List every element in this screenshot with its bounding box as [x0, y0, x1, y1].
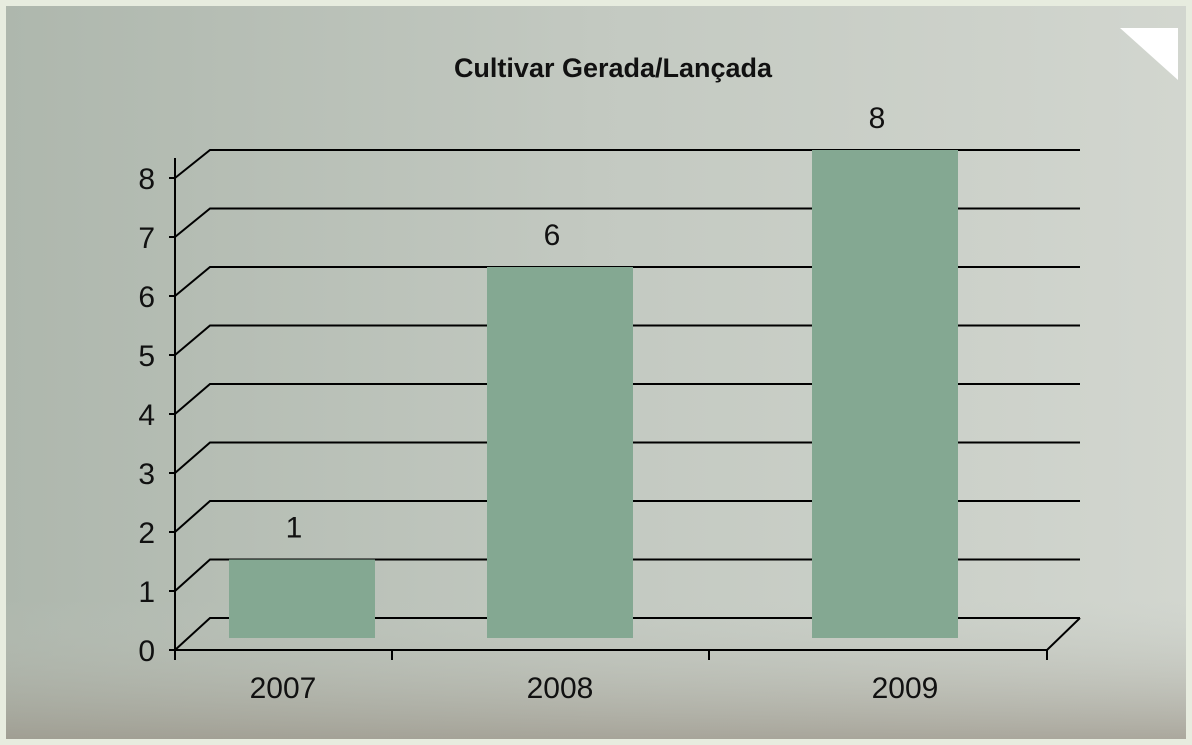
grid-line [174, 617, 1080, 651]
y-tick-label: 7 [138, 222, 155, 255]
y-tick-label: 4 [138, 399, 155, 432]
value-label: 8 [869, 102, 886, 135]
grid-line [174, 324, 1080, 356]
x-tick-label: 2009 [872, 672, 939, 705]
grid-line [174, 383, 1080, 415]
grid-line [174, 441, 1080, 474]
value-label: 1 [286, 511, 303, 544]
grid-line [174, 558, 1080, 592]
y-tick-label: 1 [138, 576, 155, 609]
x-tick-label: 2008 [527, 672, 594, 705]
corner-decoration [1120, 28, 1178, 80]
chart-title: Cultivar Gerada/Lançada [454, 53, 773, 83]
grid-line [174, 500, 1080, 533]
bar [812, 150, 958, 638]
y-tick-label: 5 [138, 340, 155, 373]
bar [229, 559, 375, 638]
grid-line [174, 207, 1080, 238]
y-tick-label: 8 [138, 163, 155, 196]
y-tick-label: 0 [138, 635, 155, 668]
value-label: 6 [544, 219, 561, 252]
grid-line [174, 266, 1080, 297]
y-tick-label: 2 [138, 517, 155, 550]
x-tick-label: 2007 [250, 672, 317, 705]
bar [487, 267, 633, 638]
y-tick-label: 6 [138, 281, 155, 314]
y-tick-label: 3 [138, 458, 155, 491]
grid-line [174, 149, 1080, 179]
